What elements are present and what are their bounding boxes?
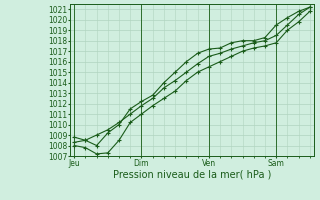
- X-axis label: Pression niveau de la mer( hPa ): Pression niveau de la mer( hPa ): [113, 169, 271, 179]
